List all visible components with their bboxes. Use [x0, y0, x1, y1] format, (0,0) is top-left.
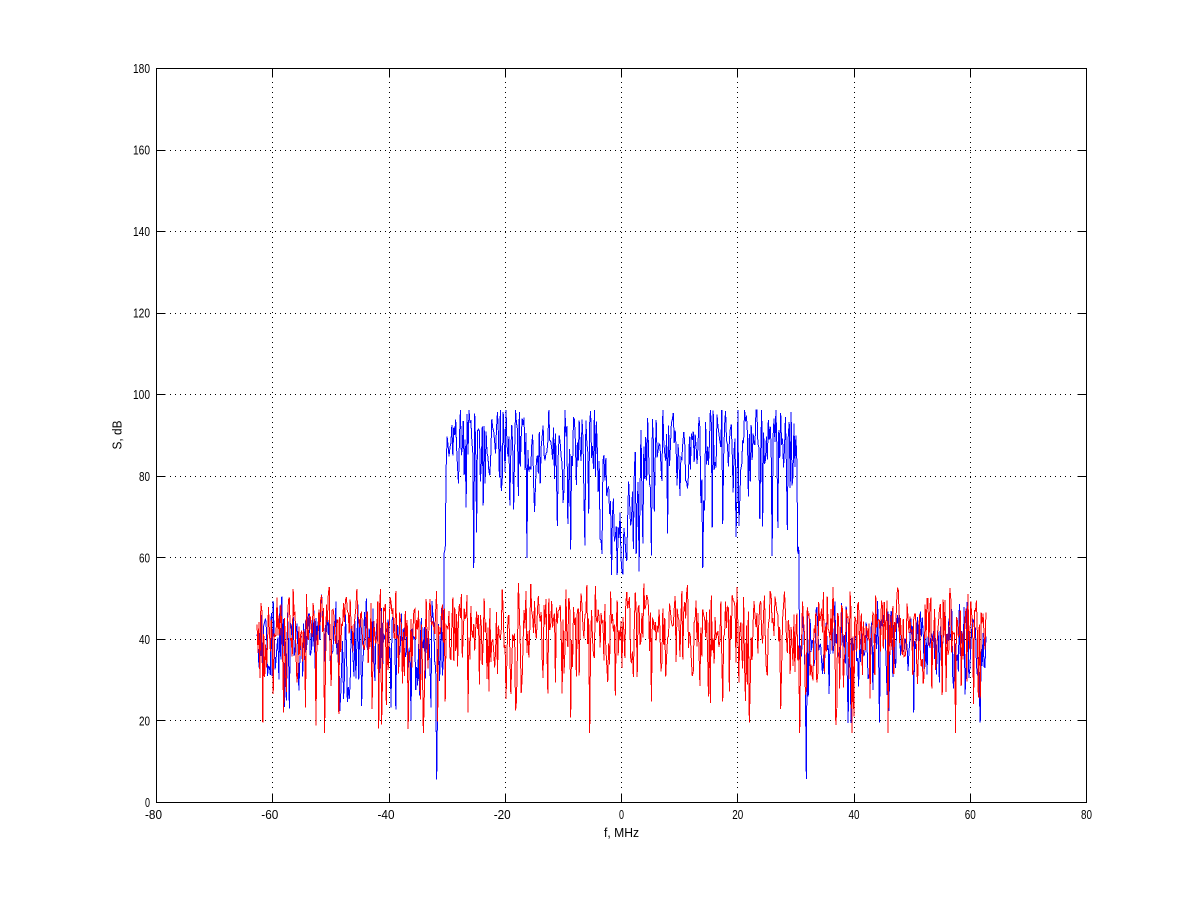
svg-text:-80: -80 [145, 808, 162, 822]
svg-text:160: 160 [133, 144, 150, 158]
svg-text:180: 180 [133, 62, 150, 76]
svg-text:140: 140 [133, 225, 150, 239]
svg-text:40: 40 [139, 633, 150, 647]
svg-text:80: 80 [1081, 808, 1092, 822]
svg-text:-40: -40 [378, 808, 395, 822]
svg-text:60: 60 [965, 808, 976, 822]
svg-text:120: 120 [133, 307, 150, 321]
svg-text:f, MHz: f, MHz [604, 826, 639, 840]
svg-text:0: 0 [145, 796, 150, 810]
svg-text:0: 0 [619, 808, 624, 822]
svg-text:60: 60 [139, 551, 150, 565]
svg-text:-20: -20 [494, 808, 511, 822]
svg-text:S, dB: S, dB [111, 421, 125, 450]
svg-text:100: 100 [133, 388, 150, 402]
svg-text:20: 20 [732, 808, 743, 822]
svg-text:40: 40 [849, 808, 860, 822]
svg-text:80: 80 [139, 470, 150, 484]
svg-text:20: 20 [139, 714, 150, 728]
svg-text:-60: -60 [261, 808, 278, 822]
